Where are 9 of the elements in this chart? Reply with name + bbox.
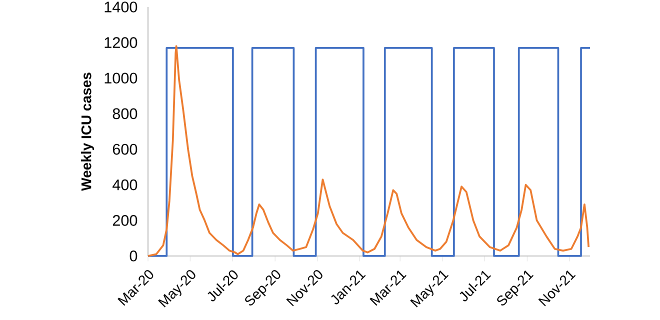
y-tick-label: 400 [112,179,138,190]
y-tick-label: 800 [112,108,138,120]
y-tick-label: 1000 [104,72,138,84]
y-tick-label: 1200 [104,37,138,48]
y-tick-label: 1400 [104,2,138,12]
y-axis-title: Weekly ICU cases [80,72,94,191]
y-tick-label: 600 [112,144,138,155]
y-tick-label: 0 [130,250,138,262]
y-tick-label: 200 [112,214,138,226]
